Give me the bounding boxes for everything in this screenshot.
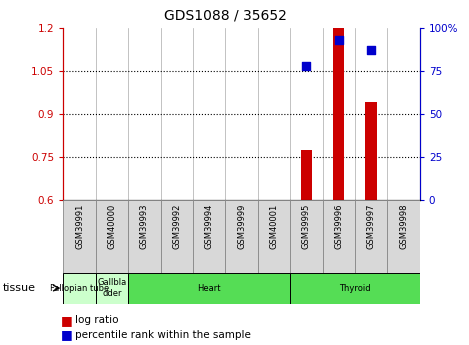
Bar [301, 150, 312, 200]
Point [367, 47, 375, 53]
Bar [290, 200, 323, 278]
Text: GSM40001: GSM40001 [269, 204, 279, 249]
Text: GSM39997: GSM39997 [367, 204, 376, 249]
Text: Gallbla
dder: Gallbla dder [97, 278, 127, 298]
Text: GSM39998: GSM39998 [399, 204, 408, 249]
Bar [290, 273, 420, 304]
Text: ■: ■ [61, 314, 73, 327]
Text: Heart: Heart [197, 284, 221, 293]
Bar [63, 273, 96, 304]
Text: percentile rank within the sample: percentile rank within the sample [75, 330, 251, 339]
Bar [365, 102, 377, 200]
Text: tissue: tissue [2, 283, 35, 293]
Bar [323, 200, 355, 278]
Bar [355, 200, 387, 278]
Bar [128, 200, 160, 278]
Bar [258, 200, 290, 278]
Bar [387, 200, 420, 278]
Bar [160, 200, 193, 278]
Text: GSM40000: GSM40000 [107, 204, 116, 249]
Text: GSM39992: GSM39992 [172, 204, 181, 249]
Text: GDS1088 / 35652: GDS1088 / 35652 [164, 9, 287, 23]
Bar [96, 273, 128, 304]
Text: GSM39993: GSM39993 [140, 204, 149, 249]
Bar [96, 200, 128, 278]
Bar [193, 200, 225, 278]
Point [303, 63, 310, 68]
Point [335, 37, 342, 42]
Bar [128, 273, 290, 304]
Text: GSM39999: GSM39999 [237, 204, 246, 249]
Text: GSM39995: GSM39995 [302, 204, 311, 249]
Bar [225, 200, 258, 278]
Bar [63, 200, 96, 278]
Bar [333, 28, 344, 200]
Text: GSM39996: GSM39996 [334, 204, 343, 249]
Text: GSM39991: GSM39991 [75, 204, 84, 249]
Text: Thyroid: Thyroid [339, 284, 371, 293]
Text: ■: ■ [61, 328, 73, 341]
Text: GSM39994: GSM39994 [204, 204, 214, 249]
Text: log ratio: log ratio [75, 315, 119, 325]
Text: Fallopian tube: Fallopian tube [50, 284, 109, 293]
